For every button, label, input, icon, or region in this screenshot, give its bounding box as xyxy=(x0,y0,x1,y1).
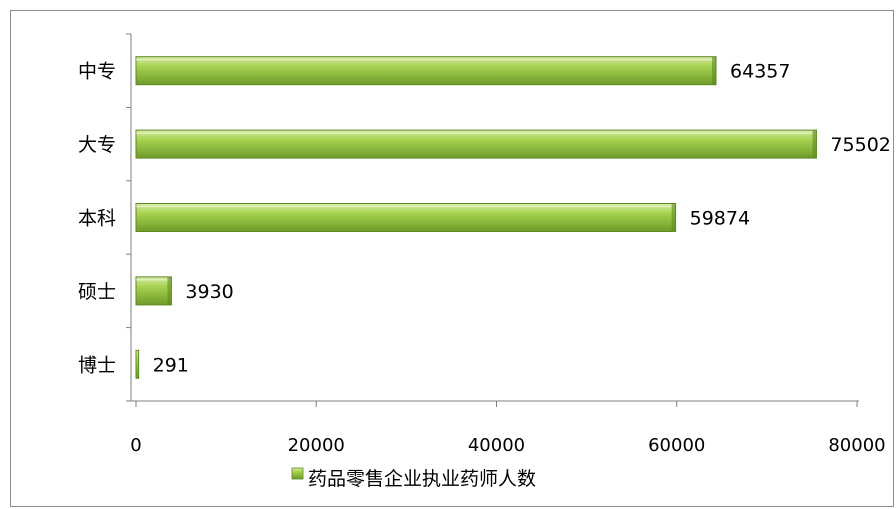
labels: 中专 64357 大专 75502 本科 59874 硕士 3930 博士 291 xyxy=(78,61,891,377)
category-label: 本科 xyxy=(78,208,116,230)
x-tick-label: 0 xyxy=(130,435,141,456)
bar-end-cap xyxy=(812,130,817,159)
bar-end-cap xyxy=(671,203,676,232)
axes: 0 20000 40000 60000 80000 xyxy=(126,33,886,456)
bar-end-cap xyxy=(167,276,172,305)
data-label: 64357 xyxy=(730,61,790,83)
data-label: 75502 xyxy=(830,134,890,156)
legend: 药品零售企业执业药师人数 xyxy=(291,467,536,490)
category-label: 中专 xyxy=(78,61,116,83)
bar xyxy=(135,276,172,306)
legend-swatch xyxy=(291,467,304,480)
x-tick-label: 80000 xyxy=(828,435,885,456)
data-label: 59874 xyxy=(690,208,750,230)
chart-frame xyxy=(10,10,894,507)
x-tick-label: 20000 xyxy=(288,435,345,456)
bar xyxy=(135,129,817,159)
bar-end-cap xyxy=(712,56,717,85)
category-label: 硕士 xyxy=(78,281,116,303)
category-label: 博士 xyxy=(78,354,116,376)
bar xyxy=(135,349,140,379)
category-label: 大专 xyxy=(78,134,116,156)
x-tick-label: 60000 xyxy=(648,435,705,456)
data-label: 3930 xyxy=(185,281,233,303)
bar xyxy=(135,56,717,86)
bars xyxy=(135,56,817,379)
x-tick-label: 40000 xyxy=(468,435,525,456)
bar xyxy=(135,203,677,232)
legend-label: 药品零售企业执业药师人数 xyxy=(308,468,536,490)
data-label: 291 xyxy=(153,354,189,376)
